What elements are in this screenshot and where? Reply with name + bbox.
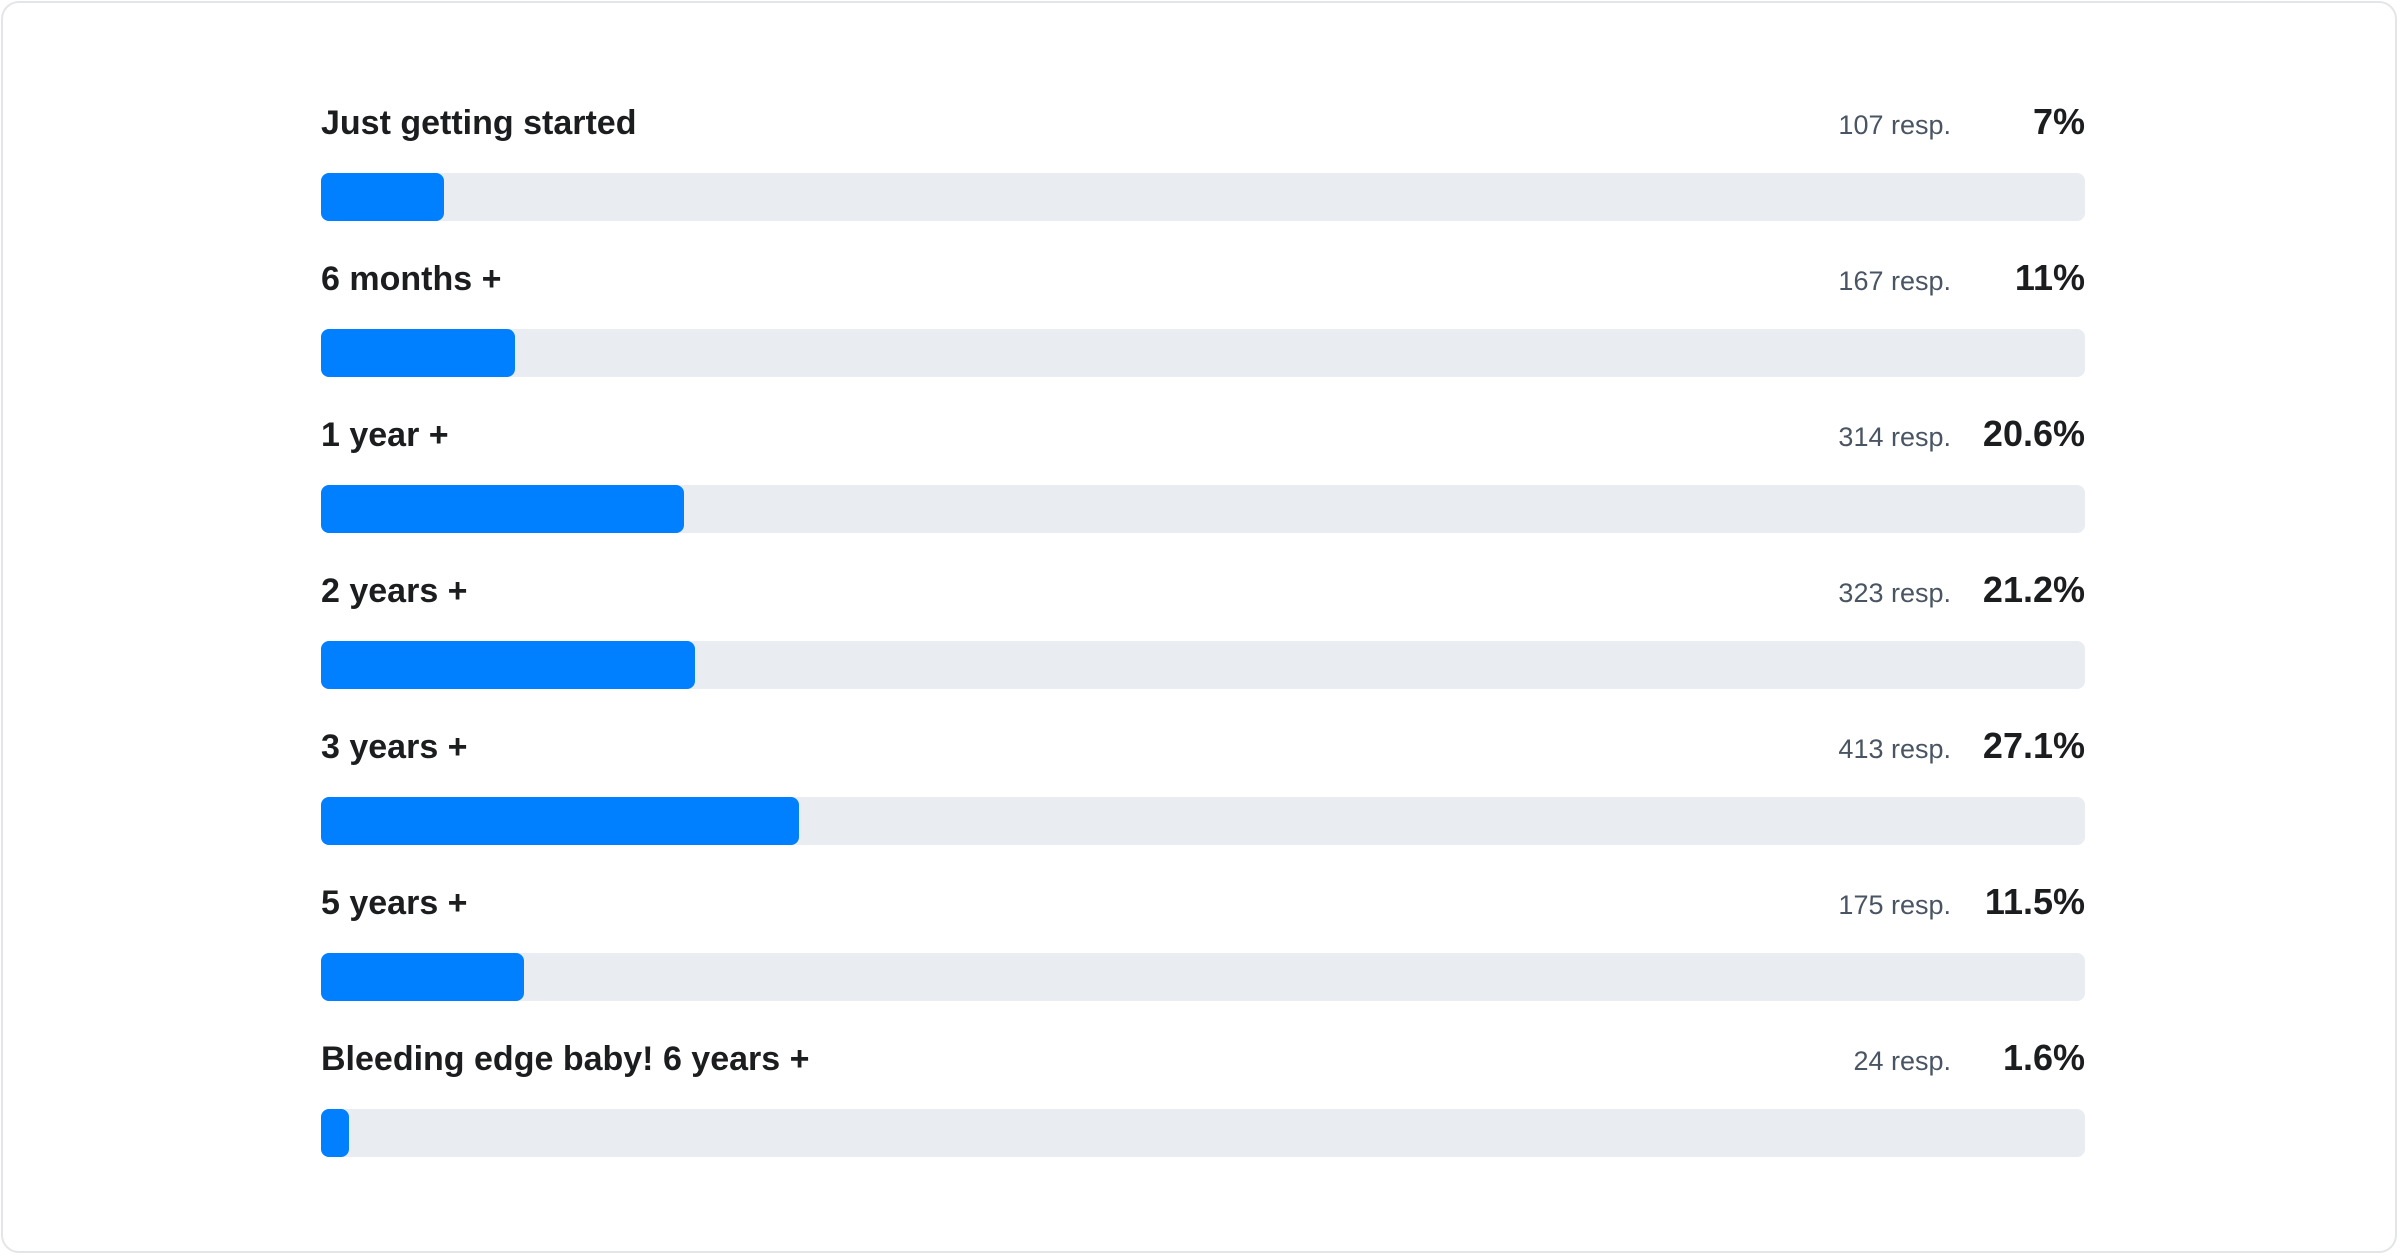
percent-label: 11.5% bbox=[1984, 881, 2085, 922]
percent-label: 11% bbox=[2014, 257, 2085, 298]
bar-fill bbox=[321, 173, 445, 221]
result-row: 5 years + 175 resp. 11.5% bbox=[321, 881, 2085, 1037]
response-count: 323 resp. bbox=[1838, 578, 1951, 608]
option-label: Just getting started bbox=[321, 104, 637, 142]
percent-label: 1.6% bbox=[2002, 1037, 2085, 1078]
option-label: 3 years + bbox=[321, 728, 468, 766]
bar-fill bbox=[321, 953, 524, 1001]
bar-fill bbox=[321, 1109, 350, 1157]
bar-fill bbox=[321, 485, 685, 533]
bar-fill bbox=[321, 329, 516, 377]
row-header: Just getting started 107 resp. 7% bbox=[321, 101, 2085, 159]
percent-label: 27.1% bbox=[1982, 725, 2085, 766]
response-count: 24 resp. bbox=[1853, 1046, 1951, 1076]
result-row: Just getting started 107 resp. 7% bbox=[321, 101, 2085, 257]
row-header: 5 years + 175 resp. 11.5% bbox=[321, 881, 2085, 939]
option-label: 6 months + bbox=[321, 260, 502, 298]
row-header: 3 years + 413 resp. 27.1% bbox=[321, 725, 2085, 783]
row-header: 2 years + 323 resp. 21.2% bbox=[321, 569, 2085, 627]
result-row: 2 years + 323 resp. 21.2% bbox=[321, 569, 2085, 725]
row-header: 1 year + 314 resp. 20.6% bbox=[321, 413, 2085, 471]
bar-track bbox=[321, 329, 2085, 377]
bar-track bbox=[321, 1109, 2085, 1157]
result-row: 1 year + 314 resp. 20.6% bbox=[321, 413, 2085, 569]
bar-fill bbox=[321, 641, 695, 689]
bar-track bbox=[321, 485, 2085, 533]
response-count: 175 resp. bbox=[1838, 890, 1951, 920]
response-count: 314 resp. bbox=[1838, 422, 1951, 452]
option-label: 5 years + bbox=[321, 884, 468, 922]
option-label: 2 years + bbox=[321, 572, 468, 610]
response-count: 107 resp. bbox=[1838, 110, 1951, 140]
bar-track bbox=[321, 641, 2085, 689]
percent-label: 21.2% bbox=[1982, 569, 2085, 610]
bar-track bbox=[321, 953, 2085, 1001]
result-row: Bleeding edge baby! 6 years + 24 resp. 1.6… bbox=[321, 1037, 2085, 1193]
row-header: 6 months + 167 resp. 11% bbox=[321, 257, 2085, 315]
option-label: 1 year + bbox=[321, 416, 449, 454]
poll-results-list: Just getting started 107 resp. 7% 6 months … bbox=[321, 101, 2085, 1193]
response-count: 413 resp. bbox=[1838, 734, 1951, 764]
bar-track bbox=[321, 173, 2085, 221]
option-label: Bleeding edge baby! 6 years + bbox=[321, 1040, 810, 1078]
percent-label: 20.6% bbox=[1982, 413, 2085, 454]
percent-label: 7% bbox=[2032, 101, 2085, 142]
response-count: 167 resp. bbox=[1838, 266, 1951, 296]
bar-fill bbox=[321, 797, 800, 845]
result-row: 6 months + 167 resp. 11% bbox=[321, 257, 2085, 413]
bar-track bbox=[321, 797, 2085, 845]
row-header: Bleeding edge baby! 6 years + 24 resp. 1.6… bbox=[321, 1037, 2085, 1095]
result-row: 3 years + 413 resp. 27.1% bbox=[321, 725, 2085, 881]
